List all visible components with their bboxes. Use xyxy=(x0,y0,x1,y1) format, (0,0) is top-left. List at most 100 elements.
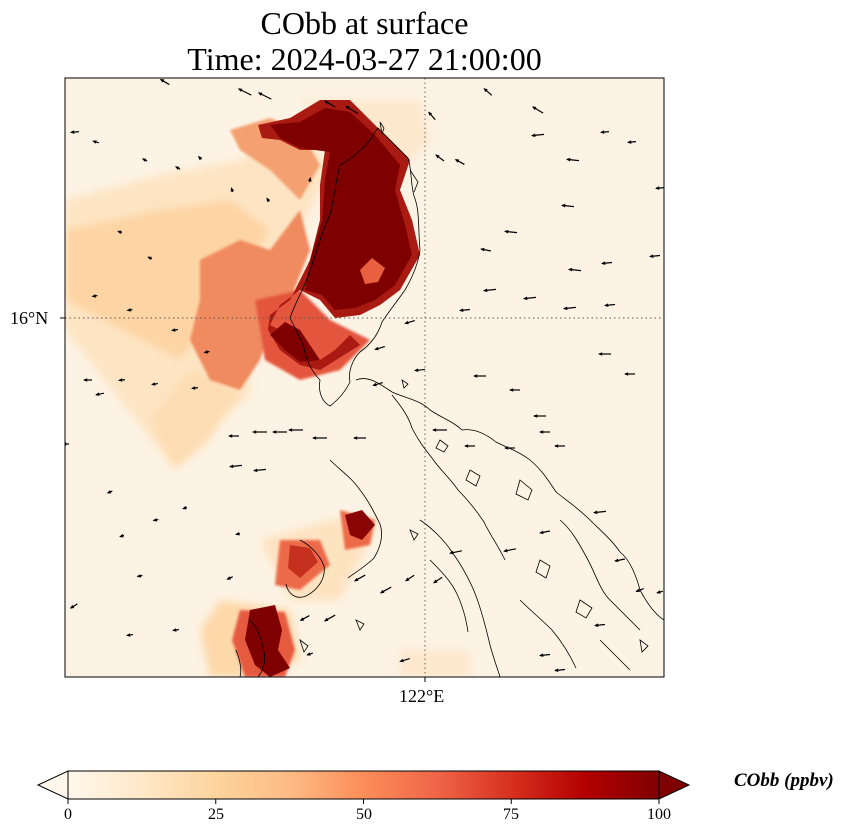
wind-arrow-head xyxy=(92,140,97,144)
wind-arrow-head xyxy=(414,368,419,372)
wind-arrow-head xyxy=(272,430,277,434)
wind-arrow-head xyxy=(323,617,329,622)
wind-arrow-head xyxy=(152,518,157,522)
colorbar-tick-25: 25 xyxy=(208,806,224,823)
wind-arrow-head xyxy=(252,430,257,434)
wind-arrow-head xyxy=(509,388,514,392)
wind-arrow-head xyxy=(374,346,379,351)
colorbar-extend-max xyxy=(658,770,691,800)
wind-arrow-head xyxy=(171,328,176,332)
map-title-line2: Time: 2024-03-27 21:00:00 xyxy=(187,41,542,77)
wind-arrow-head xyxy=(459,308,464,312)
wind-arrow-head xyxy=(228,434,233,438)
wind-arrow-head xyxy=(106,490,112,494)
colorbar-gradient xyxy=(67,770,660,800)
wind-arrow-head xyxy=(627,140,632,144)
wind-arrow-head xyxy=(566,157,571,162)
wind-arrow-head xyxy=(480,247,485,252)
wind-arrow-head xyxy=(353,436,358,440)
wind-arrow-head xyxy=(257,92,263,96)
wind-arrow-head xyxy=(598,352,603,356)
wind-arrow-head xyxy=(432,428,437,432)
wind-arrow-head xyxy=(288,428,293,432)
wind-arrow-head xyxy=(69,604,75,609)
wind-arrow-head xyxy=(141,158,147,162)
wind-arrow-head xyxy=(70,130,75,134)
wind-arrow-head xyxy=(126,633,131,637)
wind-vector-field xyxy=(65,78,664,672)
wind-arrow-head xyxy=(353,577,359,582)
wind-arrow-head xyxy=(483,88,488,93)
wind-arrow-head xyxy=(649,254,654,258)
wind-arrow-head xyxy=(312,436,317,440)
wind-arrow-head xyxy=(399,658,404,663)
wind-arrow-head xyxy=(159,78,165,83)
wind-arrow-head xyxy=(118,378,123,382)
wind-arrow-head xyxy=(308,177,312,182)
wind-arrow-head xyxy=(568,267,573,272)
wind-arrow-head xyxy=(172,628,177,632)
wind-arrow-head xyxy=(428,111,433,116)
colorbar-tick-100: 100 xyxy=(647,806,671,823)
wind-arrow-head xyxy=(554,444,559,448)
wind-arrow-head xyxy=(433,579,438,584)
wind-arrow-head xyxy=(504,446,509,450)
wind-arrow-head xyxy=(237,88,243,92)
wind-arrow-head xyxy=(379,589,385,594)
wind-arrow-head xyxy=(229,464,234,469)
wind-arrow-head xyxy=(230,187,235,192)
wind-arrow-head xyxy=(83,378,88,382)
wind-arrow-head xyxy=(449,550,454,555)
wind-arrow-head xyxy=(119,533,124,538)
wind-arrow-head xyxy=(554,668,559,672)
wind-arrow-head xyxy=(404,320,409,325)
wind-arrow-head xyxy=(614,558,619,563)
plume-core-layer xyxy=(245,100,420,677)
wind-arrow-head xyxy=(473,374,478,378)
wind-arrow-head xyxy=(226,576,231,580)
wind-arrow-head xyxy=(65,442,67,446)
wind-arrow-head xyxy=(203,350,209,354)
wind-arrow-head xyxy=(323,100,329,105)
colorbar-tick-0: 0 xyxy=(64,806,72,823)
wind-arrow-head xyxy=(533,414,538,418)
wind-arrow-head xyxy=(539,653,544,657)
wind-arrow-head xyxy=(435,154,440,159)
map-frame xyxy=(64,77,665,678)
wind-arrow-head xyxy=(531,133,536,138)
colorbar-label: CObb (ppbv) xyxy=(734,770,834,791)
wind-arrow-head xyxy=(174,166,180,170)
wind-arrow-head xyxy=(197,155,203,161)
gridlines xyxy=(65,78,664,677)
colorbar-tick-50: 50 xyxy=(356,806,372,823)
wind-arrow-head xyxy=(504,229,509,234)
coastlines xyxy=(235,121,664,677)
wind-arrow-head xyxy=(523,296,528,301)
wind-arrow-head xyxy=(454,159,460,163)
wind-arrow-head xyxy=(539,530,544,535)
wind-arrow-head xyxy=(594,623,599,627)
wind-arrow-head xyxy=(91,294,96,298)
wind-arrow-head xyxy=(464,444,469,448)
colorbar-tick-75: 75 xyxy=(503,806,519,823)
wind-arrow-head xyxy=(266,197,271,202)
wind-arrow-head xyxy=(147,256,152,261)
wind-arrow-head xyxy=(539,430,544,434)
wind-arrow-head xyxy=(136,574,142,578)
wind-arrow-head xyxy=(299,617,305,621)
wind-arrow-head xyxy=(191,386,196,390)
wind-arrow-head xyxy=(656,590,661,594)
wind-arrow-head xyxy=(531,106,537,111)
wind-arrow-head xyxy=(95,392,100,396)
colorbar xyxy=(36,770,691,804)
wind-arrow-head xyxy=(624,372,629,376)
lon-tick-label: 122°E xyxy=(399,686,445,706)
wind-arrow-head xyxy=(563,306,568,311)
wind-arrow-head xyxy=(345,105,350,110)
wind-arrow-head xyxy=(483,288,488,293)
wind-arrow-head xyxy=(561,203,566,208)
colorbar-extend-min xyxy=(36,770,69,800)
wind-arrow-head xyxy=(253,468,258,473)
wind-arrow-head xyxy=(601,261,606,265)
